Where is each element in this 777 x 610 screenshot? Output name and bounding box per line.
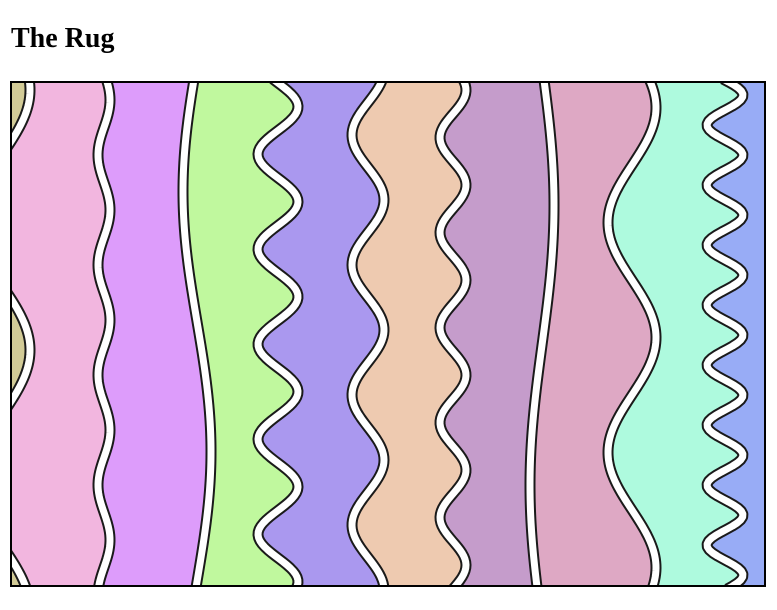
page-title: The Rug [11,23,115,54]
rug-drawing [12,83,764,585]
rug-separator-1 [12,83,34,585]
rug-stripe-2 [12,83,110,585]
rug-separator-3 [179,83,215,585]
rug-separator-7 [526,83,558,585]
rug-separator-9 [703,83,747,585]
rug-canvas [10,81,766,587]
rug-separator-6 [436,83,470,585]
rug-stripe-10 [707,83,764,585]
rug-stripe-6 [352,83,466,585]
rug-stripe-5 [258,83,384,585]
rug-separator-5 [348,83,388,585]
rug-separator-4 [254,83,302,585]
rug-separator-8 [604,83,660,585]
rug-stripe-9 [608,83,743,585]
rug-separator-2 [94,83,114,585]
rug-stripe-1 [12,83,30,585]
rug-stripe-8 [530,83,656,585]
